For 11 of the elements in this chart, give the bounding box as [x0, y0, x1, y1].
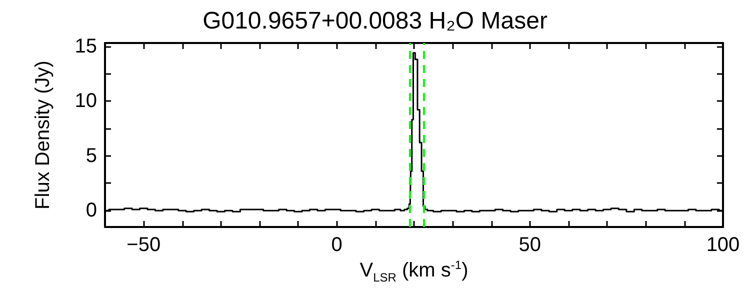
x-axis-title: V$_{LSR}$ (km s$^{-1}$) [358, 258, 470, 285]
y-tick-label: 0 [86, 200, 97, 222]
x-tick-label: 100 [706, 234, 740, 256]
y-tick-label: 5 [86, 144, 97, 167]
x-tick-label: 50 [518, 234, 541, 256]
x-tick-label: 0 [331, 234, 342, 256]
y-tick-label: 10 [74, 90, 97, 112]
chart-title: G010.9657+00.0083 H₂O Maser [202, 8, 548, 34]
y-tick-label: 15 [74, 35, 97, 58]
y-axis-title: Flux Density (Jy) [32, 60, 54, 210]
x-tick-label: −50 [126, 234, 161, 256]
